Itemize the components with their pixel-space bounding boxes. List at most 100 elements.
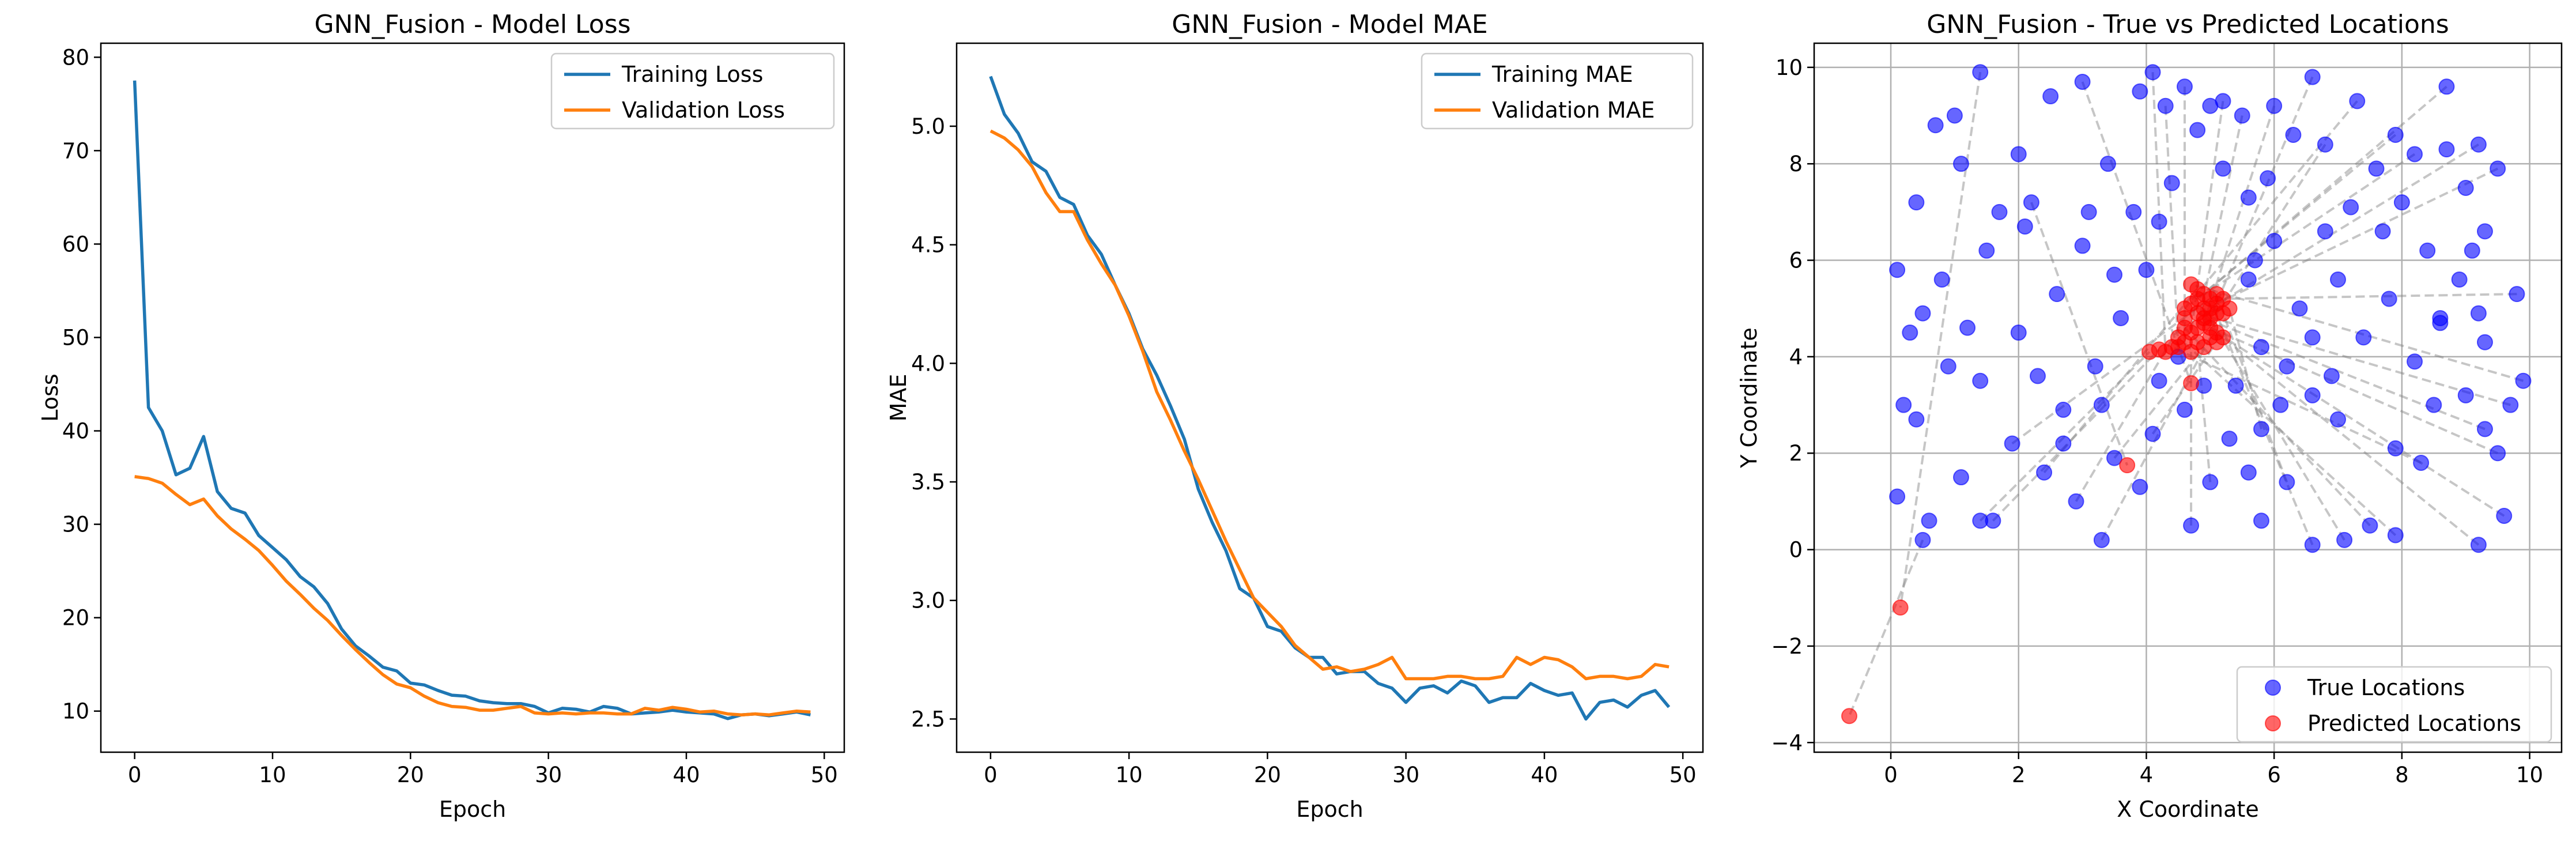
true-location-point (2343, 199, 2359, 216)
true-location-point (1952, 156, 1969, 172)
chart-title: GNN_Fusion - True vs Predicted Locations (1927, 10, 2449, 39)
connector-line (2209, 326, 2498, 455)
y-tick-label: 3.5 (911, 470, 945, 495)
y-tick-label: 30 (62, 512, 89, 537)
true-location-point (2266, 233, 2283, 250)
y-tick-label: −4 (1771, 730, 1803, 755)
true-location-point (2151, 213, 2167, 230)
true-location-point (2074, 73, 2091, 90)
plot-area (1841, 64, 2532, 725)
true-location-point (2457, 387, 2474, 403)
true-location-point (2010, 325, 2027, 341)
y-tick-label: 2 (1789, 441, 1803, 466)
series-line-1 (989, 76, 1671, 721)
y-tick-label: 4.5 (911, 233, 945, 258)
true-location-point (2438, 141, 2455, 158)
true-location-point (2055, 435, 2072, 452)
true-location-point (2240, 271, 2257, 288)
true-location-point (2279, 474, 2295, 491)
connector-line (2197, 312, 2511, 406)
legend-label: True Locations (2307, 675, 2465, 700)
true-location-point (2470, 537, 2487, 553)
legend-marker-swatch (2265, 715, 2281, 731)
true-location-point (2419, 242, 2436, 259)
true-location-point (2163, 175, 2180, 191)
true-location-point (1991, 203, 2008, 220)
legend-box (550, 52, 835, 130)
true-location-point (1933, 271, 1950, 288)
true-location-point (2093, 397, 2110, 413)
y-tick-label: 2.5 (911, 707, 945, 731)
true-location-point (2093, 531, 2110, 548)
true-location-point (2029, 368, 2046, 384)
predicted-location-point (2183, 375, 2200, 391)
connector-line (2196, 342, 2212, 482)
true-location-point (2042, 88, 2059, 105)
true-location-point (2476, 421, 2493, 437)
true-location-point (1914, 305, 1931, 322)
predicted-location-point (2176, 310, 2193, 326)
x-tick-label: 6 (2267, 763, 2281, 787)
y-tick-label: 40 (62, 419, 89, 444)
true-location-point (2368, 160, 2385, 177)
y-tick-label: 80 (62, 45, 89, 70)
x-tick-label: 40 (1531, 763, 1558, 787)
y-tick-label: 20 (62, 606, 89, 631)
true-location-point (2304, 387, 2321, 403)
true-location-point (2317, 136, 2333, 153)
connector-line (2171, 346, 2422, 464)
true-location-point (2304, 329, 2321, 346)
true-location-point (1908, 411, 1925, 428)
true-location-point (2106, 450, 2123, 466)
plot-area (989, 76, 1671, 721)
x-tick-label: 50 (1670, 763, 1697, 787)
x-axis-label: Epoch (439, 797, 506, 822)
x-tick-label: 40 (673, 763, 700, 787)
chart-2: 0 10 20 30 40 50 2.5 3.0 3.5 4.0 4.5 5.0 GNN_Fusion … (886, 10, 1704, 822)
connector-line (2209, 76, 2314, 319)
predicted-location-point (1892, 599, 1909, 616)
x-tick-label: 4 (2140, 763, 2154, 787)
x-tick-label: 50 (811, 763, 838, 787)
true-location-point (2253, 339, 2269, 356)
series-line-1 (133, 80, 811, 720)
true-location-point (2132, 83, 2148, 100)
true-location-point (2323, 368, 2340, 384)
legend: True Locations Predicted Locations (2236, 666, 2552, 743)
connector-line (2215, 144, 2326, 314)
connector-line (2209, 144, 2479, 310)
connector-line (2190, 134, 2397, 305)
true-location-point (2393, 194, 2410, 211)
true-location-point (2470, 305, 2487, 322)
true-location-point (1952, 469, 1969, 486)
true-location-point (2036, 464, 2053, 481)
true-location-point (2279, 358, 2295, 375)
plot-area (133, 80, 811, 720)
true-location-point (2387, 126, 2404, 143)
connector-line (2203, 308, 2345, 541)
true-location-point (2387, 527, 2404, 544)
legend-label: Validation MAE (1492, 97, 1655, 123)
true-location-point (2113, 310, 2129, 326)
true-location-point (1895, 397, 1912, 413)
y-tick-label: 4 (1789, 345, 1803, 369)
x-axis-label: X Coordinate (2117, 797, 2258, 822)
legend-box (2236, 666, 2552, 743)
true-location-point (2330, 271, 2347, 288)
true-location-point (2138, 262, 2155, 278)
true-location-point (2189, 122, 2206, 138)
axes-frame (100, 42, 845, 753)
connector-line (1992, 348, 2160, 522)
true-location-point (2202, 97, 2219, 114)
true-location-point (1946, 107, 1963, 124)
true-location-point (2215, 160, 2231, 177)
legend-marker-swatch (2265, 680, 2281, 696)
legend-label: Predicted Locations (2307, 711, 2521, 736)
true-location-point (2099, 156, 2116, 172)
true-location-point (2291, 300, 2308, 317)
true-location-point (2349, 93, 2366, 110)
y-tick-label: 10 (1776, 55, 1803, 80)
true-location-point (2234, 107, 2250, 124)
x-tick-label: 20 (397, 763, 424, 787)
x-tick-label: 20 (1254, 763, 1281, 787)
